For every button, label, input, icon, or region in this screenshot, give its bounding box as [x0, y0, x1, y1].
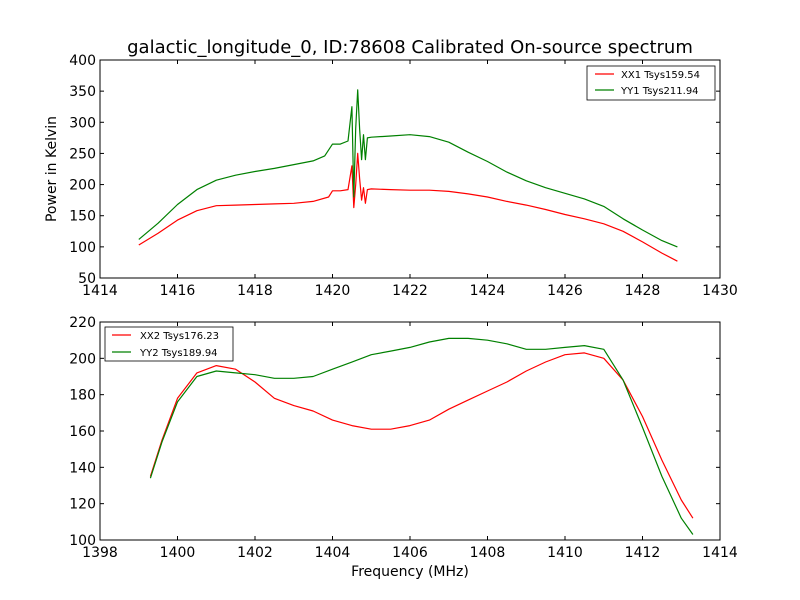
- bottom-x-tick-label: 1400: [160, 545, 196, 561]
- bottom-series-lines: [149, 337, 694, 535]
- figure-title: galactic_longitude_0, ID:78608 Calibrate…: [127, 37, 693, 58]
- bottom-legend-label-xx2: XX2 Tsys176.23: [140, 331, 219, 342]
- top-x-tick-label: 1430: [702, 283, 738, 299]
- bottom-y-tick-label: 220: [69, 315, 96, 331]
- top-y-ticks: 50 100 150 200 250 300 350 400: [69, 53, 720, 287]
- bottom-x-tick-label: 1402: [237, 545, 273, 561]
- top-legend: XX1 Tsys159.54 YY1 Tsys211.94: [586, 65, 716, 101]
- top-y-tick-label: 50: [78, 271, 96, 287]
- bottom-x-ticks: 1398 1400 1402 1404 1406 1408 1410 1412 1414: [82, 322, 738, 561]
- top-y-tick-label: 250: [69, 146, 96, 162]
- top-subplot: 1414 1416 1418 1420 1422 1424 1426 1428 1430 501…: [44, 53, 738, 299]
- top-x-tick-label: 1428: [625, 283, 661, 299]
- top-y-tick-label: 100: [69, 240, 96, 256]
- bottom-x-tick-label: 1410: [547, 545, 583, 561]
- bottom-legend: XX2 Tsys176.23 YY2 Tsys189.94: [104, 326, 234, 362]
- top-x-tick-label: 1424: [470, 283, 506, 299]
- bottom-y-tick-label: 200: [69, 351, 96, 367]
- bottom-x-axis-label: Frequency (MHz): [351, 564, 469, 580]
- top-series-line-1: [138, 152, 678, 262]
- top-legend-box: [586, 65, 716, 101]
- bottom-y-tick-label: 140: [69, 460, 96, 476]
- top-legend-label-xx1: XX1 Tsys159.54: [621, 70, 700, 81]
- top-x-tick-label: 1420: [315, 283, 351, 299]
- bottom-series-line-1: [149, 352, 694, 519]
- top-x-tick-label: 1426: [547, 283, 583, 299]
- bottom-y-tick-label: 160: [69, 424, 96, 440]
- bottom-series-line-2: [149, 337, 694, 535]
- bottom-y-tick-label: 180: [69, 388, 96, 404]
- top-legend-label-yy1: YY1 Tsys211.94: [620, 86, 699, 97]
- top-x-tick-label: 1414: [82, 283, 118, 299]
- bottom-legend-label-yy2: YY2 Tsys189.94: [139, 348, 218, 359]
- bottom-y-tick-label: 100: [69, 533, 96, 549]
- top-x-tick-label: 1418: [237, 283, 273, 299]
- top-x-ticks: 1414 1416 1418 1420 1422 1424 1426 1428 1430: [82, 60, 738, 299]
- top-y-tick-label: 300: [69, 115, 96, 131]
- bottom-x-tick-label: 1408: [470, 545, 506, 561]
- top-y-axis-label: Power in Kelvin: [44, 116, 60, 222]
- bottom-y-ticks: 100 120 140 160 180 200 220: [69, 315, 720, 549]
- top-y-tick-label: 200: [69, 178, 96, 194]
- bottom-x-tick-label: 1414: [702, 545, 738, 561]
- bottom-legend-box: [104, 326, 234, 362]
- top-series-line-2: [138, 89, 678, 248]
- bottom-x-tick-label: 1398: [82, 545, 118, 561]
- bottom-x-tick-label: 1406: [392, 545, 428, 561]
- top-y-tick-label: 350: [69, 84, 96, 100]
- top-x-tick-label: 1422: [392, 283, 428, 299]
- bottom-x-tick-label: 1412: [625, 545, 661, 561]
- bottom-subplot: 1398 1400 1402 1404 1406 1408 1410 1412 1414 100…: [69, 315, 738, 580]
- top-y-tick-label: 150: [69, 209, 96, 225]
- top-series-lines: [138, 89, 678, 262]
- top-y-tick-label: 400: [69, 53, 96, 69]
- bottom-x-tick-label: 1404: [315, 545, 351, 561]
- bottom-y-tick-label: 120: [69, 497, 96, 513]
- top-x-tick-label: 1416: [160, 283, 196, 299]
